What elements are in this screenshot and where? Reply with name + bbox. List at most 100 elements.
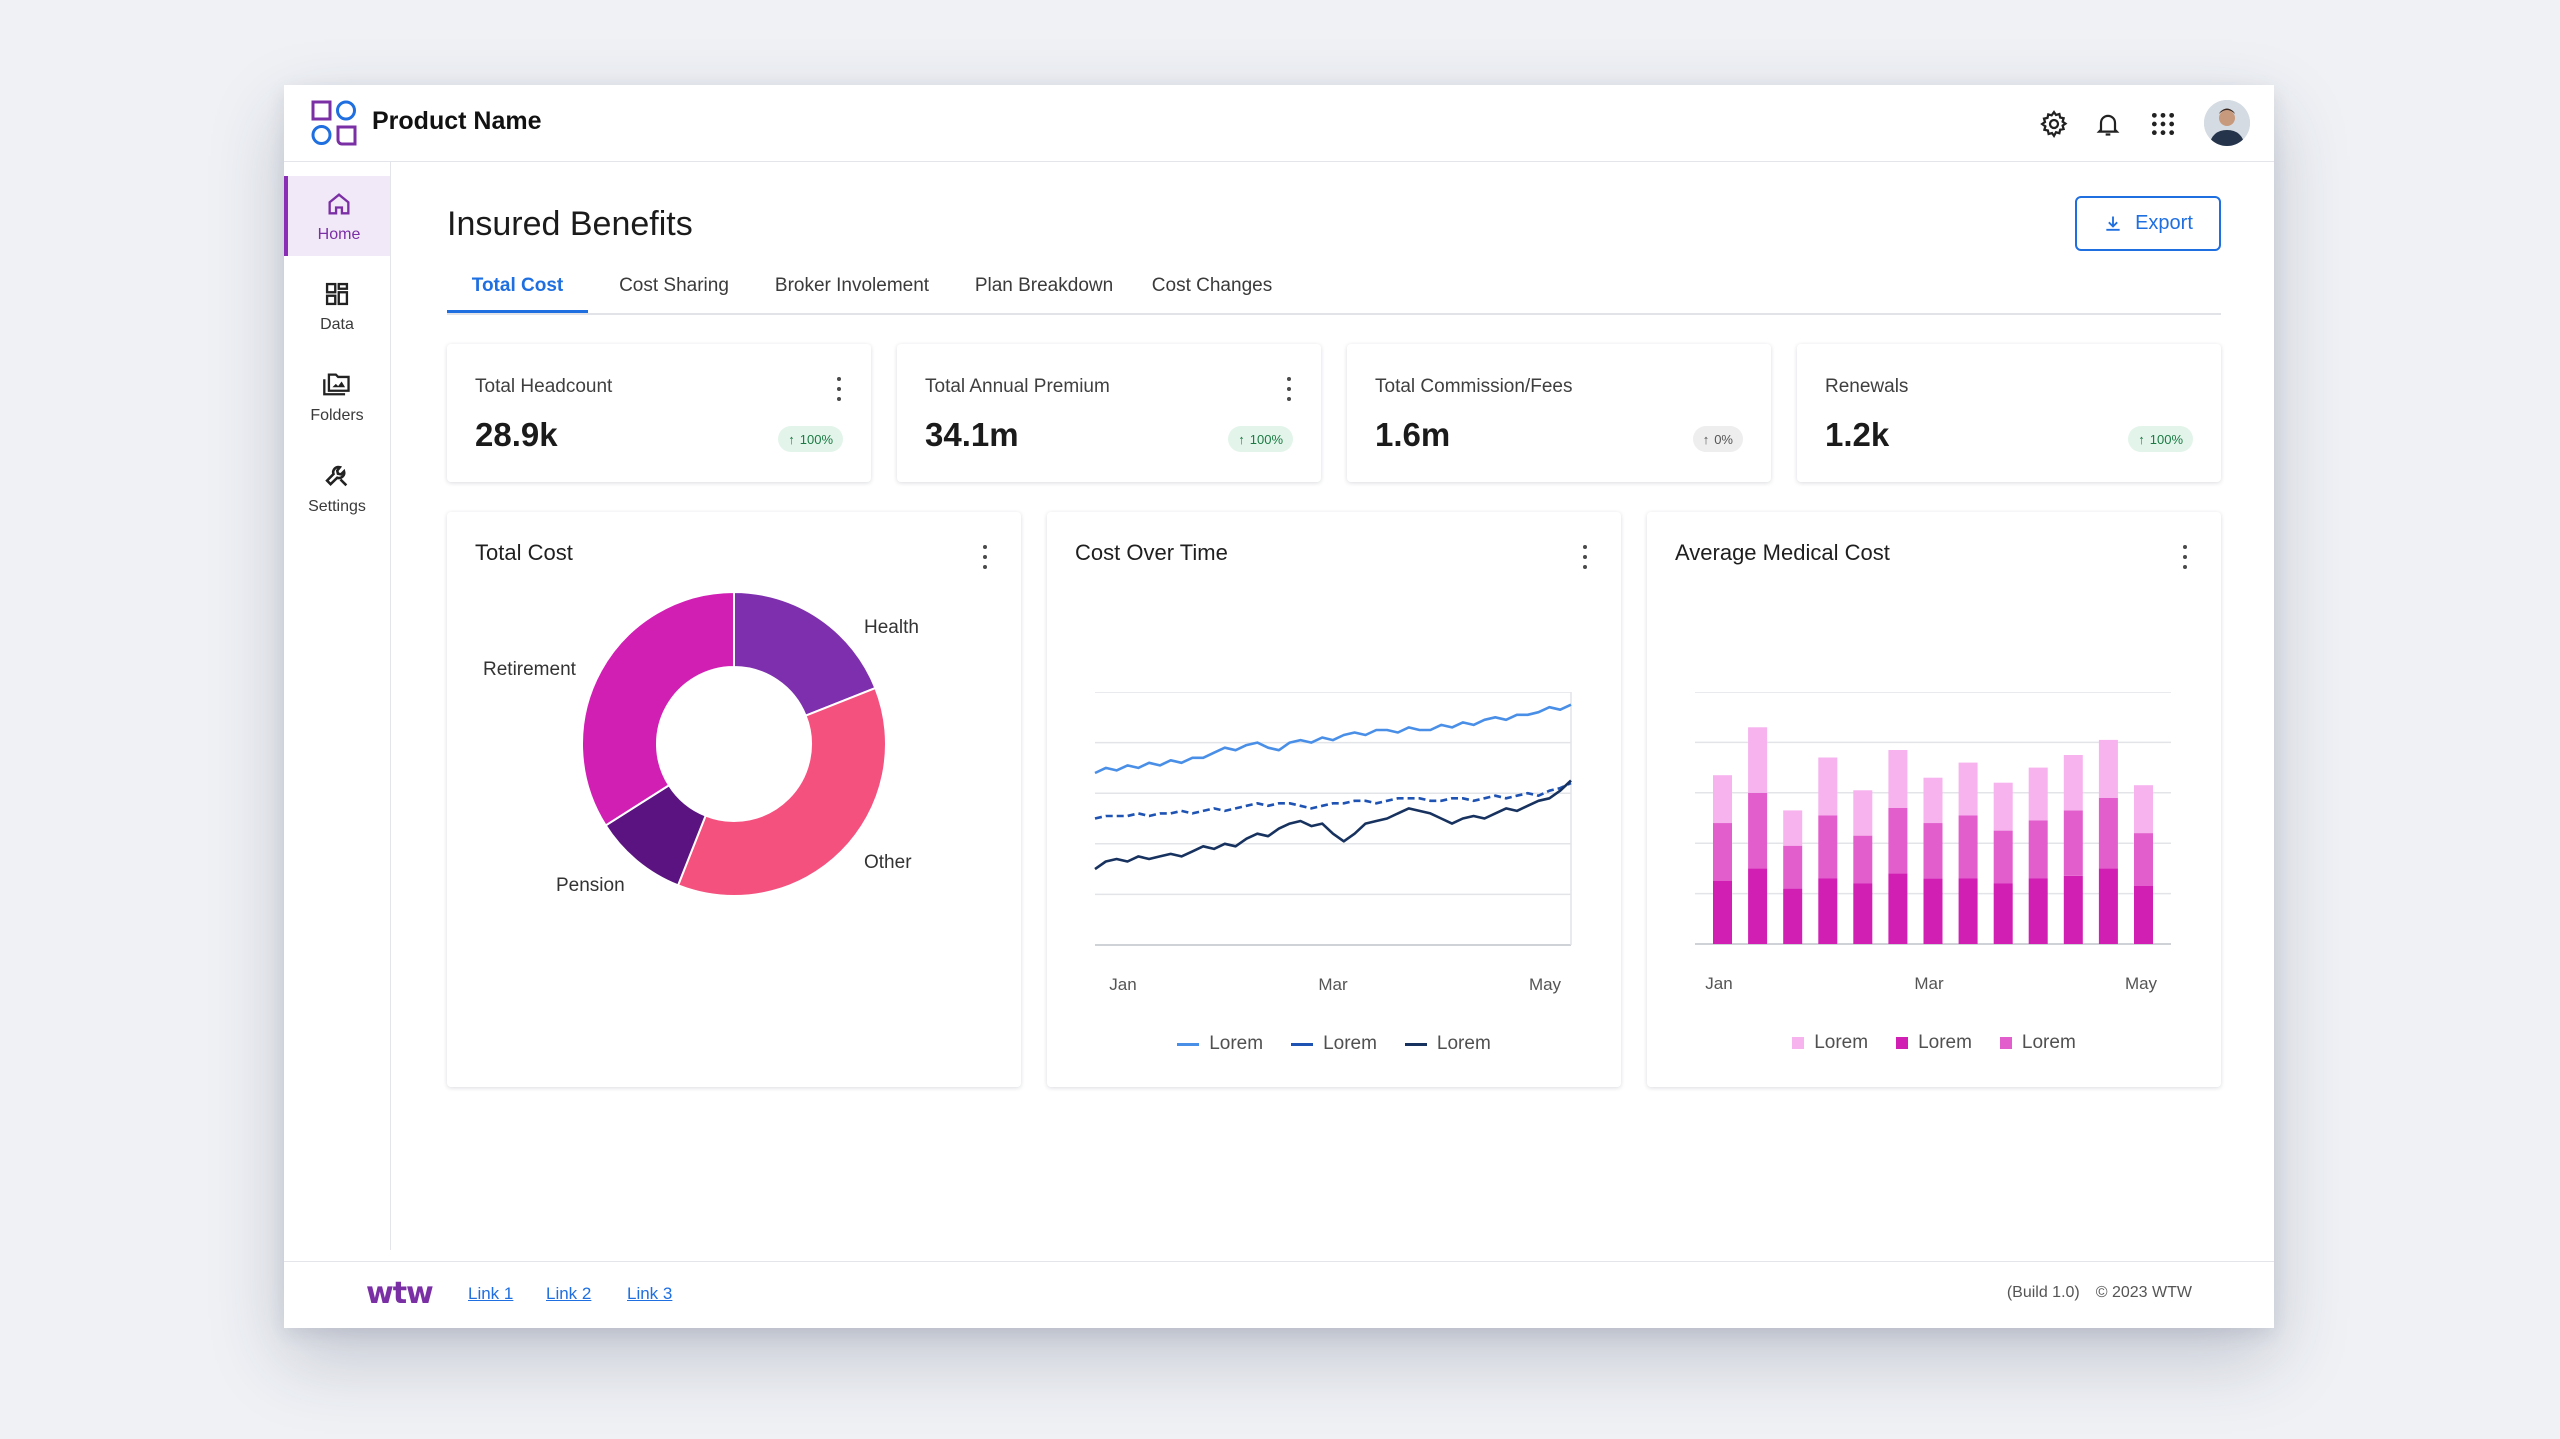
sidebar-item-settings[interactable]: Settings xyxy=(284,448,390,528)
status-badge: ↑ 100% xyxy=(778,426,843,452)
sidebar-item-home[interactable]: Home xyxy=(284,176,390,256)
legend-label: Lorem xyxy=(1814,1032,1869,1053)
line-chart: Jan Mar May xyxy=(1094,692,1572,994)
footer-link-3[interactable]: Link 3 xyxy=(627,1284,673,1303)
bar-chart: Jan Mar May xyxy=(1695,692,2171,993)
bar-segment xyxy=(1923,823,1943,879)
donut-slice-health xyxy=(733,592,877,717)
download-icon xyxy=(2106,216,2120,231)
top-bar: Product Name xyxy=(284,85,2274,162)
export-label: Export xyxy=(2135,212,2193,234)
avatar[interactable] xyxy=(2204,100,2250,146)
bar-segment xyxy=(2134,833,2153,886)
sidebar-item-data[interactable]: Data xyxy=(284,266,390,346)
kpi-value: 34.1m xyxy=(925,416,1019,453)
export-button[interactable]: Export xyxy=(2075,196,2221,251)
tab-broker-involement[interactable]: Broker Involement xyxy=(774,275,930,296)
tab-cost-sharing[interactable]: Cost Sharing xyxy=(619,275,729,296)
bar-segment xyxy=(2134,785,2153,834)
legend-label: Lorem xyxy=(2021,1032,2076,1053)
kpi-card-total-commission-fees: Total Commission/Fees 1.6m ↑ 0% xyxy=(1347,344,1771,482)
footer: wtw Link 1 Link 2 Link 3 (Build 1.0) © 2… xyxy=(284,1261,2274,1328)
x-tick-label: Mar xyxy=(1318,975,1348,994)
footer-link-1[interactable]: Link 1 xyxy=(468,1284,514,1303)
kpi-value: 28.9k xyxy=(475,416,558,453)
chart-legend: Lorem Lorem Lorem xyxy=(1647,1032,2221,1054)
tab-plan-breakdown[interactable]: Plan Breakdown xyxy=(974,275,1114,296)
bar-segment xyxy=(2098,868,2118,944)
sidebar: Home Data Folders xyxy=(284,162,391,1250)
kpi-card-renewals: Renewals 1.2k ↑ 100% xyxy=(1797,344,2221,482)
apps-grid-icon[interactable] xyxy=(2144,105,2182,143)
bar-segment xyxy=(1923,777,1943,824)
bar-segment xyxy=(1958,815,1978,879)
chart-title: Average Medical Cost xyxy=(1675,540,1890,565)
sidebar-item-label: Folders xyxy=(310,407,364,424)
line-series-1 xyxy=(1094,703,1572,775)
badge-text: 100% xyxy=(2149,431,2183,447)
line-series-3 xyxy=(1094,779,1572,871)
x-tick-label: Jan xyxy=(1705,974,1732,993)
arrow-up-icon: ↑ xyxy=(1238,431,1245,447)
wtw-logo: wtw xyxy=(366,1276,434,1311)
footer-meta: (Build 1.0) © 2023 WTW xyxy=(2007,1284,2192,1302)
bell-icon[interactable] xyxy=(2089,105,2127,143)
tab-total-cost[interactable]: Total Cost xyxy=(447,267,588,313)
donut-slice-retirement xyxy=(581,592,735,827)
more-vert-icon[interactable] xyxy=(831,374,847,404)
bar-segment xyxy=(1748,792,1768,869)
donut-label-pension: Pension xyxy=(556,875,625,896)
more-vert-icon[interactable] xyxy=(1281,374,1297,404)
legend-item: Lorem xyxy=(1792,1032,1868,1054)
more-vert-icon[interactable] xyxy=(1577,542,1593,572)
app-window: Product Name xyxy=(284,85,2274,1328)
legend-item: Lorem xyxy=(1291,1033,1377,1055)
bar-segment xyxy=(2063,876,2083,944)
bar-segment xyxy=(1748,727,1768,793)
bar-segment xyxy=(1713,775,1732,824)
x-tick-label: May xyxy=(1529,975,1562,994)
tab-bar: Total Cost Cost Sharing Broker Involemen… xyxy=(447,267,2221,315)
bar-segment xyxy=(1818,757,1838,816)
badge-text: 0% xyxy=(1714,431,1733,447)
folders-icon xyxy=(321,369,353,401)
gear-icon[interactable] xyxy=(2035,105,2073,143)
donut-label-retirement: Retirement xyxy=(483,659,576,680)
bar-segment xyxy=(1993,782,2013,831)
legend-item: Lorem xyxy=(1999,1032,2076,1054)
more-vert-icon[interactable] xyxy=(977,542,993,572)
kpi-value: 1.6m xyxy=(1375,416,1451,453)
bar-segment xyxy=(1713,881,1732,944)
tab-cost-changes[interactable]: Cost Changes xyxy=(1151,275,1273,296)
chart-card-cost-over-time: Cost Over Time Jan Mar May Lorem Lorem Lor… xyxy=(1047,512,1621,1087)
page-title: Insured Benefits xyxy=(447,205,693,243)
chart-title: Total Cost xyxy=(475,540,573,565)
sidebar-item-label: Data xyxy=(320,316,354,333)
footer-link-2[interactable]: Link 2 xyxy=(546,1284,592,1303)
kpi-card-total-annual-premium: Total Annual Premium 34.1m ↑ 100% xyxy=(897,344,1321,482)
bar-segment xyxy=(1713,823,1732,881)
sidebar-item-folders[interactable]: Folders xyxy=(284,357,390,437)
line-series-2 xyxy=(1094,781,1572,820)
legend-swatch xyxy=(1792,1037,1805,1049)
bar-segment xyxy=(1923,878,1943,944)
bar-segment xyxy=(2028,820,2048,879)
legend-label: Lorem xyxy=(1209,1033,1264,1054)
bar-segment xyxy=(1783,810,1803,846)
wrench-icon xyxy=(321,460,353,492)
chart-card-total-cost: Total Cost Health Other Pension Retireme… xyxy=(447,512,1021,1087)
arrow-up-icon: ↑ xyxy=(788,431,795,447)
bar-segment xyxy=(2098,739,2118,798)
arrow-up-icon: ↑ xyxy=(1702,431,1710,447)
bar-segment xyxy=(1993,830,2013,884)
build-version: (Build 1.0) xyxy=(2006,1284,2080,1301)
bar-segment xyxy=(1783,845,1803,889)
sidebar-item-label: Settings xyxy=(308,498,366,515)
more-vert-icon[interactable] xyxy=(2177,542,2193,572)
legend-label: Lorem xyxy=(1436,1033,1491,1054)
kpi-label: Renewals xyxy=(1825,376,1909,397)
legend-label: Lorem xyxy=(1323,1033,1377,1054)
status-badge: ↑ 100% xyxy=(1228,426,1293,452)
donut-chart xyxy=(581,592,887,897)
legend-swatch xyxy=(1177,1042,1200,1046)
